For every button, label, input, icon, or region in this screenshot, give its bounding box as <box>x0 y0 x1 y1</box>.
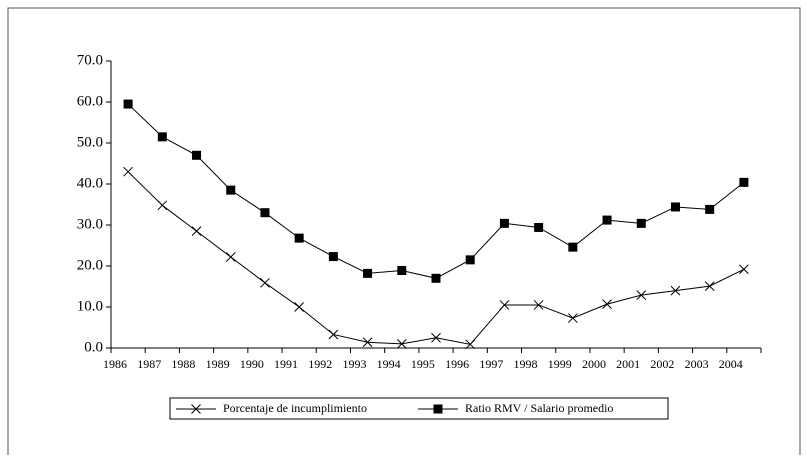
marker <box>260 277 270 288</box>
x-tick-label: 2000 <box>582 357 606 371</box>
legend-label: Porcentaje de incumplimiento <box>223 401 367 415</box>
marker <box>670 285 681 296</box>
marker <box>568 242 578 252</box>
legend: Porcentaje de incumplimiento Ratio RMV / … <box>169 397 669 420</box>
marker <box>226 185 236 195</box>
marker <box>396 339 407 349</box>
y-tick-label: 70.0 <box>77 52 103 68</box>
marker <box>191 404 201 414</box>
marker <box>739 264 749 275</box>
x-tick-label: 1998 <box>514 357 538 371</box>
marker <box>328 252 338 262</box>
marker <box>499 218 509 228</box>
marker <box>602 299 612 309</box>
y-tick-label: 10.0 <box>77 298 103 314</box>
line <box>127 103 745 279</box>
x-tick-label: 2003 <box>685 357 709 371</box>
marker <box>225 252 236 262</box>
marker <box>431 273 441 283</box>
marker <box>533 300 544 310</box>
marker <box>704 281 715 291</box>
marker <box>636 218 646 228</box>
marker <box>431 332 441 343</box>
marker <box>294 233 304 243</box>
marker <box>465 255 475 265</box>
marker <box>397 266 407 276</box>
marker <box>465 339 476 350</box>
marker <box>739 177 749 187</box>
series <box>123 99 749 283</box>
marker <box>602 215 612 225</box>
series <box>123 166 749 350</box>
marker <box>192 150 202 160</box>
x-tick-label: 1993 <box>342 357 366 371</box>
y-tick-label: 20.0 <box>77 257 103 273</box>
x-tick-label: 2001 <box>616 357 640 371</box>
x-tick-label: 1989 <box>206 357 230 371</box>
x-tick-label: 2004 <box>719 357 743 371</box>
marker <box>499 300 510 310</box>
legend-box <box>169 397 669 420</box>
marker <box>636 290 647 300</box>
x-tick-label: 1995 <box>411 357 435 371</box>
marker <box>123 166 133 177</box>
x-tick-label: 1999 <box>548 357 572 371</box>
marker <box>157 132 167 142</box>
marker <box>294 302 305 312</box>
marker <box>433 404 443 414</box>
y-tick-label: 30.0 <box>77 216 103 232</box>
x-tick-label: 1986 <box>103 357 127 371</box>
marker <box>705 204 715 214</box>
x-tick-label: 2002 <box>650 357 674 371</box>
x-tick-label: 1997 <box>479 357 503 371</box>
x-tick-label: 1992 <box>308 357 332 371</box>
frame <box>7 7 801 455</box>
marker <box>123 99 133 109</box>
x-tick-label: 1996 <box>445 357 469 371</box>
y-tick-label: 40.0 <box>77 175 103 191</box>
y-tick-label: 60.0 <box>77 93 103 109</box>
marker <box>670 202 680 212</box>
marker <box>328 329 339 340</box>
y-tick-label: 0.0 <box>84 339 103 355</box>
marker <box>534 222 544 232</box>
x-tick-label: 1990 <box>240 357 264 371</box>
x-tick-label: 1987 <box>137 357 161 371</box>
marker <box>363 268 373 278</box>
y-tick-label: 50.0 <box>77 134 103 150</box>
marker <box>362 337 373 348</box>
marker <box>191 226 202 237</box>
legend-label: Ratio RMV / Salario promedio <box>465 401 613 415</box>
x-tick-label: 1988 <box>171 357 195 371</box>
x-tick-label: 1991 <box>274 357 298 371</box>
marker <box>157 200 168 211</box>
x-tick-label: 1994 <box>377 357 401 371</box>
marker <box>567 313 578 323</box>
line <box>127 171 745 345</box>
marker <box>260 208 270 218</box>
